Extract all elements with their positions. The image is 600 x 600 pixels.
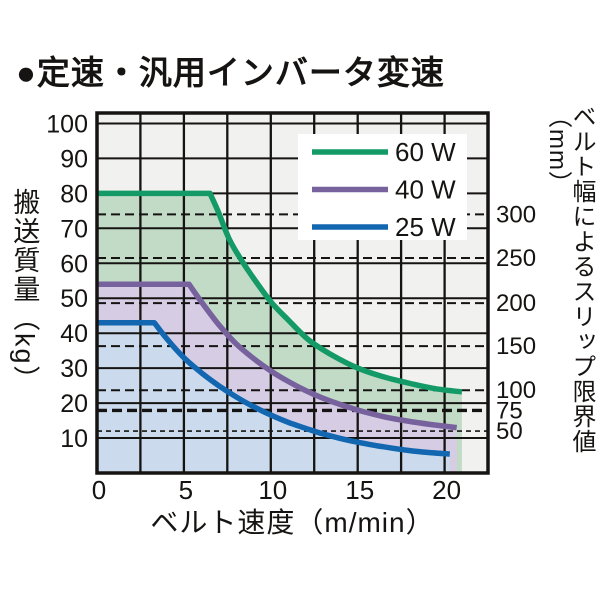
y2-axis-label: ベルト幅によるスリップ限界値（mm） — [544, 104, 595, 454]
y2-tick-label: 100 — [496, 377, 536, 404]
x-tick-label: 0 — [92, 475, 106, 505]
chart-title: ●定速・汎用インバータ変速 — [16, 54, 445, 91]
y-tick-label: 60 — [60, 250, 88, 278]
x-tick-labels: 0 5 10 15 20 — [92, 475, 461, 505]
x-tick-label: 15 — [345, 475, 374, 505]
y-tick-label: 10 — [60, 425, 88, 453]
y-tick-label: 40 — [60, 320, 88, 348]
legend-label-60w: 60 W — [395, 137, 456, 167]
y2-tick-label: 150 — [496, 333, 536, 360]
y-tick-label: 30 — [60, 355, 88, 383]
y-tick-label: 70 — [60, 215, 88, 243]
x-tick-label: 10 — [258, 475, 287, 505]
plot-frame — [95, 111, 490, 475]
x-tick-label: 20 — [432, 475, 461, 505]
y-tick-label: 100 — [46, 111, 88, 139]
y2-tick-label: 300 — [496, 201, 536, 228]
series-line-40w — [97, 281, 458, 431]
y-tick-label: 20 — [60, 390, 88, 418]
legend: 60 W 40 W 25 W — [298, 134, 467, 242]
y-axis-label: 搬送質量（kg） — [9, 188, 40, 395]
y-tick-label: 90 — [60, 145, 88, 173]
x-tick-label: 5 — [179, 475, 193, 505]
y2-tick-label: 250 — [496, 245, 536, 272]
series-curves — [97, 190, 463, 457]
y-tick-label: 50 — [60, 285, 88, 313]
series-line-25w — [97, 319, 451, 457]
y2-tick-label: 75 — [496, 397, 523, 424]
series-line-60w — [97, 190, 463, 395]
y2-tick-label: 50 — [496, 418, 523, 445]
legend-label-40w: 40 W — [395, 175, 456, 205]
y-tick-labels: 10 20 30 40 50 60 70 80 90 100 — [46, 111, 88, 454]
y2-tick-label: 200 — [496, 290, 536, 317]
legend-label-25w: 25 W — [395, 212, 456, 242]
x-axis-label: ベルト速度（m/min） — [150, 507, 435, 538]
y-tick-label: 80 — [60, 180, 88, 208]
